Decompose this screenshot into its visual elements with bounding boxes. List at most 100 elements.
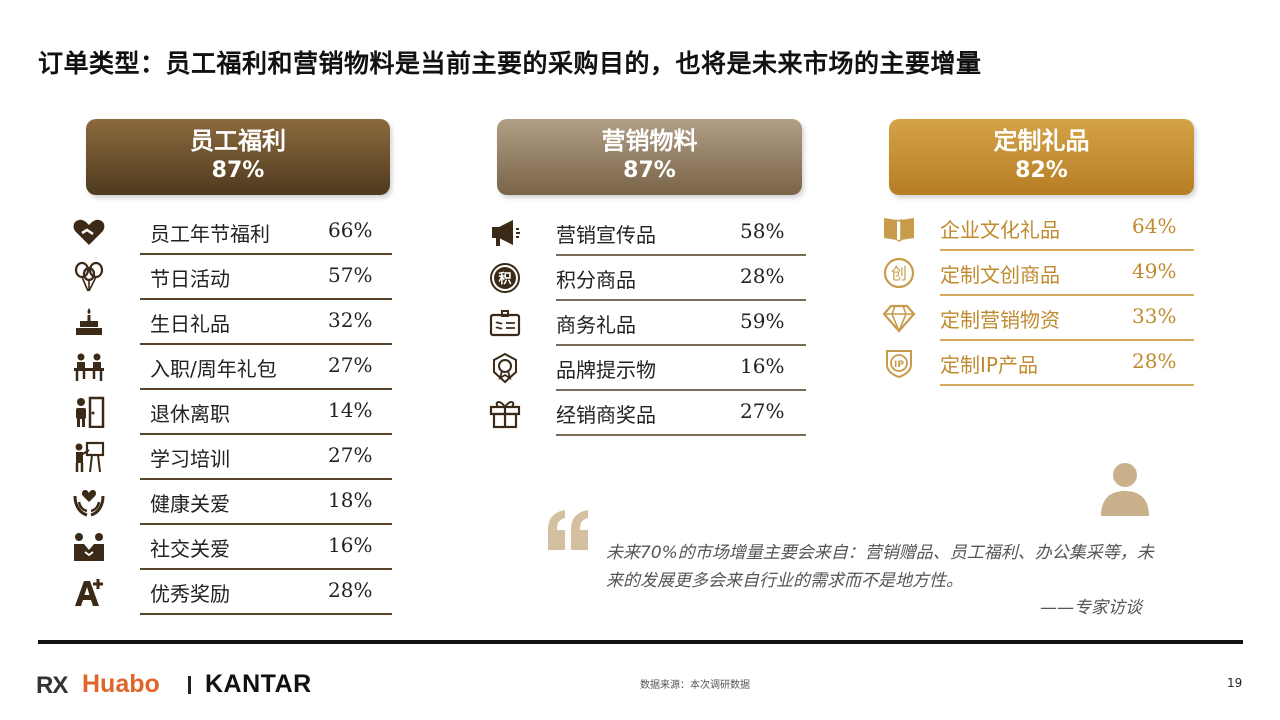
item-label: 健康关爱 — [150, 492, 230, 516]
ip-shield-icon: IP — [880, 346, 918, 380]
item-value: 28% — [1132, 349, 1177, 373]
row-divider — [140, 613, 392, 615]
list-item: 积 积分商品 28% — [484, 256, 806, 301]
business-card-icon — [486, 306, 524, 340]
quote-mark-icon — [548, 510, 588, 550]
item-value: 57% — [328, 263, 373, 287]
item-label: 社交关爱 — [150, 537, 230, 561]
item-label: 品牌提示物 — [556, 358, 656, 382]
row-divider — [556, 254, 806, 256]
row-divider — [556, 344, 806, 346]
item-label: 商务礼品 — [556, 313, 636, 337]
list-item: 入职/周年礼包 27% — [68, 345, 392, 390]
list-item: 学习培训 27% — [68, 435, 392, 480]
list-item: 员工年节福利 66% — [68, 210, 392, 255]
row-divider — [140, 478, 392, 480]
item-label: 退休离职 — [150, 402, 230, 426]
meeting-table-icon — [70, 350, 108, 384]
list-item: 商务礼品 59% — [484, 301, 806, 346]
list-item: 经销商奖品 27% — [484, 391, 806, 436]
category-name: 营销物料 — [601, 127, 698, 155]
rx-logo: RX — [36, 672, 68, 699]
item-label: 定制IP产品 — [940, 353, 1038, 377]
list-item: 节日活动 57% — [68, 255, 392, 300]
category-header-marketing-materials: 营销物料 87% — [497, 119, 802, 195]
list-item: 生日礼品 32% — [68, 300, 392, 345]
row-divider — [140, 523, 392, 525]
list-item: 企业文化礼品 64% — [878, 206, 1194, 251]
list-item: 创 定制文创商品 49% — [878, 251, 1194, 296]
item-value: 16% — [740, 354, 785, 378]
list-item: 优秀奖励 28% — [68, 570, 392, 615]
item-label: 积分商品 — [556, 268, 636, 292]
open-book-icon — [880, 211, 918, 245]
data-source-note: 数据来源：本次调研数据 — [640, 680, 750, 691]
row-divider — [140, 433, 392, 435]
heart-hand-icon — [70, 215, 108, 249]
list-item: 营销宣传品 58% — [484, 211, 806, 256]
expert-quote-text: 未来70%的市场增量主要会来自：营销赠品、员工福利、办公集采等，未来的发展更多会… — [606, 543, 1154, 591]
diamond-icon — [880, 301, 918, 335]
megaphone-icon — [486, 216, 524, 250]
item-label: 入职/周年礼包 — [150, 357, 277, 381]
category-percent: 87% — [623, 158, 676, 183]
person-exit-door-icon — [70, 395, 108, 429]
brand-badge-icon — [486, 351, 524, 385]
list-item: 退休离职 14% — [68, 390, 392, 435]
item-value: 16% — [328, 533, 373, 557]
expert-quote-source: ——专家访谈 — [1040, 598, 1142, 618]
item-value: 49% — [1132, 259, 1177, 283]
category-header-employee-benefits: 员工福利 87% — [86, 119, 390, 195]
svg-text:创: 创 — [891, 264, 907, 283]
item-value: 18% — [328, 488, 373, 512]
item-label: 经销商奖品 — [556, 403, 656, 427]
row-divider — [140, 568, 392, 570]
item-label: 员工年节福利 — [150, 222, 270, 246]
category-name: 定制礼品 — [993, 127, 1090, 155]
item-value: 27% — [328, 443, 373, 467]
row-divider — [556, 299, 806, 301]
row-divider — [940, 339, 1194, 341]
category-percent: 87% — [211, 158, 265, 183]
item-value: 59% — [740, 309, 785, 333]
chuang-circle-icon: 创 — [880, 256, 918, 290]
item-value: 28% — [328, 578, 373, 602]
item-value: 32% — [328, 308, 373, 332]
presentation-training-icon — [70, 440, 108, 474]
category-name: 员工福利 — [190, 127, 286, 155]
item-label: 定制营销物资 — [940, 308, 1060, 332]
kantar-logo: KANTAR — [205, 670, 312, 698]
row-divider — [140, 388, 392, 390]
birthday-cake-icon — [70, 305, 108, 339]
item-label: 生日礼品 — [150, 312, 230, 336]
item-label: 营销宣传品 — [556, 223, 656, 247]
item-label: 学习培训 — [150, 447, 230, 471]
item-label: 节日活动 — [150, 267, 230, 291]
item-value: 14% — [328, 398, 373, 422]
item-value: 27% — [740, 399, 785, 423]
item-value: 64% — [1132, 214, 1177, 238]
points-badge-icon: 积 — [486, 261, 524, 295]
page-title: 订单类型：员工福利和营销物料是当前主要的采购目的，也将是未来市场的主要增量 — [38, 49, 982, 78]
a-plus-icon — [70, 575, 108, 609]
category-percent: 82% — [1015, 158, 1068, 183]
bottom-divider — [38, 640, 1243, 644]
person-avatar-icon — [1101, 463, 1149, 516]
row-divider — [556, 434, 806, 436]
list-item: 定制营销物资 33% — [878, 296, 1194, 341]
svg-text:IP: IP — [894, 360, 904, 370]
category-header-custom-gifts: 定制礼品 82% — [889, 119, 1194, 195]
item-value: 66% — [328, 218, 373, 242]
item-value: 27% — [328, 353, 373, 377]
item-label: 优秀奖励 — [150, 582, 230, 606]
item-label: 定制文创商品 — [940, 263, 1060, 287]
handshake-icon — [70, 530, 108, 564]
page-number: 19 — [1227, 676, 1243, 690]
list-item: 社交关爱 16% — [68, 525, 392, 570]
gift-box-icon — [486, 396, 524, 430]
svg-text:积: 积 — [498, 271, 511, 287]
row-divider — [140, 253, 392, 255]
item-value: 33% — [1132, 304, 1177, 328]
row-divider — [140, 343, 392, 345]
item-value: 58% — [740, 219, 785, 243]
